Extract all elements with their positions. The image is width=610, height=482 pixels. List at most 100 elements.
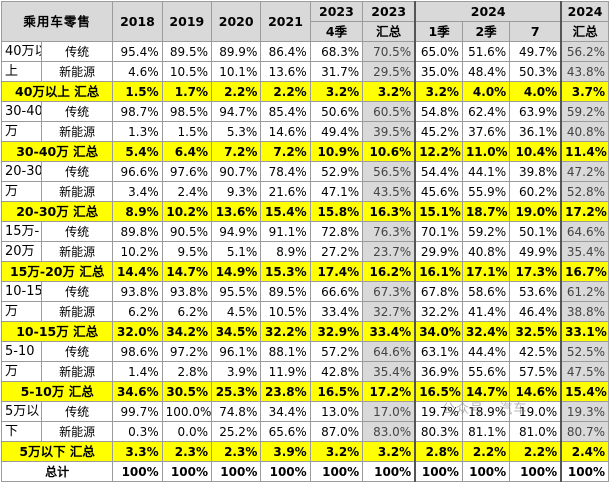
segment-label-cont: 上 [1, 61, 42, 82]
share-cell: 49.4% [309, 121, 364, 142]
summary-share-cell: 32.2% [260, 321, 311, 342]
summary-share-cell: 11.0% [461, 141, 511, 162]
total-cell: 100% [362, 461, 416, 482]
year-header-2024: 2024 [414, 1, 562, 22]
share-cell: 17.0% [362, 401, 416, 422]
summary-share-cell: 3.2% [362, 81, 416, 102]
summary-share-cell: 2.2% [509, 441, 562, 462]
summary-share-cell: 3.9% [260, 441, 311, 462]
powertrain-type: 新能源 [40, 301, 114, 322]
table-row: 20-30 传统 96.6% 97.6% 90.7% 78.4% 52.9% 56.5% 54.… [1, 161, 610, 182]
summary-share-cell: 2.4% [560, 441, 610, 462]
year-header-2023-total: 2023 [362, 1, 416, 22]
share-cell: 70.5% [362, 41, 416, 62]
summary-share-cell: 34.2% [161, 321, 213, 342]
share-cell: 88.1% [260, 341, 311, 362]
summary-share-cell: 32.5% [509, 321, 562, 342]
share-cell: 66.6% [309, 281, 364, 302]
powertrain-type: 传统 [40, 341, 114, 362]
year-header-2021: 2021 [260, 1, 311, 42]
summary-share-cell: 16.5% [309, 381, 364, 402]
share-cell: 8.9% [260, 241, 311, 262]
share-cell: 89.8% [112, 221, 163, 242]
share-cell: 21.6% [260, 181, 311, 202]
share-cell: 53.6% [509, 281, 562, 302]
share-cell: 59.2% [461, 221, 511, 242]
summary-share-cell: 32.4% [461, 321, 511, 342]
summary-share-cell: 33.1% [560, 321, 610, 342]
summary-share-cell: 16.3% [362, 201, 416, 222]
share-cell: 47.1% [309, 181, 364, 202]
summary-share-cell: 8.9% [112, 201, 163, 222]
share-cell: 39.5% [362, 121, 416, 142]
summary-share-cell: 15.4% [260, 201, 311, 222]
table-row: 20万 新能源 10.2% 9.5% 5.1% 8.9% 27.2% 23.7% 29.9% 40… [1, 241, 610, 262]
summary-share-cell: 14.7% [461, 381, 511, 402]
share-cell: 1.5% [161, 121, 213, 142]
share-cell: 42.8% [309, 361, 364, 382]
summary-share-cell: 3.2% [414, 81, 463, 102]
summary-share-cell: 3.2% [309, 81, 364, 102]
share-cell: 56.2% [560, 41, 610, 62]
share-cell: 97.6% [161, 161, 213, 182]
summary-share-cell: 18.7% [461, 201, 511, 222]
summary-share-cell: 1.7% [161, 81, 213, 102]
summary-share-cell: 4.0% [509, 81, 562, 102]
share-cell: 51.6% [461, 41, 511, 62]
summary-share-cell: 10.4% [509, 141, 562, 162]
share-cell: 50.6% [309, 101, 364, 122]
share-cell: 74.8% [210, 401, 262, 422]
powertrain-type: 传统 [40, 41, 114, 62]
share-cell: 90.7% [210, 161, 262, 182]
share-cell: 37.6% [461, 121, 511, 142]
segment-label-cont: 万 [1, 361, 42, 382]
summary-share-cell: 33.4% [362, 321, 416, 342]
total-cell: 100% [309, 461, 364, 482]
share-cell: 89.9% [210, 41, 262, 62]
header-row-bottom: 4季 汇总 1季 2季 7 汇总 [2, 21, 610, 42]
sub-header-q1: 1季 [414, 21, 463, 42]
sub-header-month-7: 7 [509, 21, 562, 42]
summary-share-cell: 17.3% [509, 261, 562, 282]
share-cell: 68.3% [309, 41, 364, 62]
summary-share-cell: 7.2% [260, 141, 311, 162]
powertrain-type: 传统 [40, 401, 114, 422]
share-cell: 3.4% [112, 181, 163, 202]
share-cell: 60.2% [509, 181, 562, 202]
powertrain-type: 传统 [40, 161, 114, 182]
share-cell: 6.2% [161, 301, 213, 322]
summary-share-cell: 10.9% [309, 141, 364, 162]
share-cell: 43.8% [560, 61, 610, 82]
segment-summary-row: 10-15万 汇总 32.0% 34.2% 34.5% 32.2% 32.9% 33.4% 3… [0, 321, 610, 342]
segment-summary-row: 15万-20万 汇总 14.4% 14.7% 14.9% 15.3% 17.4% 16.2%… [0, 261, 610, 282]
share-cell: 47.5% [560, 361, 610, 382]
share-cell: 64.6% [560, 221, 610, 242]
share-cell: 48.4% [461, 61, 511, 82]
table-body: 40万以传统95.4%89.5%89.9%86.4%68.3%70.5%65.0… [0, 41, 610, 482]
share-cell: 89.5% [260, 281, 311, 302]
powertrain-type: 传统 [40, 101, 114, 122]
year-header-2019: 2019 [161, 1, 213, 42]
year-header-2023-q4: 2023 [309, 1, 364, 22]
grand-total-row: 总计 100% 100% 100% 100% 100% 100% 100% 100% 100% 10… [0, 461, 610, 482]
share-cell: 78.4% [260, 161, 311, 182]
segment-label-cont: 万 [1, 301, 42, 322]
table-row: 15万- 传统 89.8% 90.5% 94.9% 91.1% 72.8% 76.3% 70.1… [1, 221, 610, 242]
share-cell: 27.2% [309, 241, 364, 262]
sub-header-q4: 4季 [309, 21, 364, 42]
summary-share-cell: 3.2% [362, 441, 416, 462]
summary-share-cell: 11.4% [560, 141, 610, 162]
share-cell: 9.5% [161, 241, 213, 262]
table-title: 乘用车零售 [0, 1, 114, 42]
summary-share-cell: 17.1% [461, 261, 511, 282]
total-cell: 100% [112, 461, 163, 482]
share-cell: 42.5% [509, 341, 562, 362]
total-cell: 100% [260, 461, 311, 482]
share-cell: 76.3% [362, 221, 416, 242]
share-cell: 5.1% [210, 241, 262, 262]
summary-share-cell: 16.5% [414, 381, 463, 402]
powertrain-type: 传统 [40, 281, 114, 302]
share-cell: 19.3% [560, 401, 610, 422]
share-cell: 45.6% [414, 181, 463, 202]
